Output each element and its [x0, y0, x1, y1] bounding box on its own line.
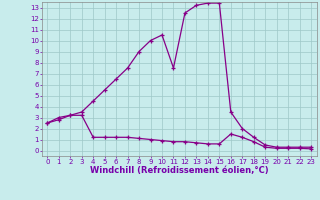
- X-axis label: Windchill (Refroidissement éolien,°C): Windchill (Refroidissement éolien,°C): [90, 166, 268, 175]
